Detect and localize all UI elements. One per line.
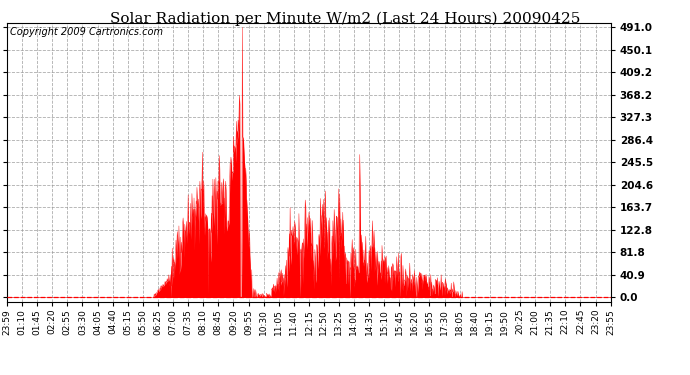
Text: Solar Radiation per Minute W/m2 (Last 24 Hours) 20090425: Solar Radiation per Minute W/m2 (Last 24… <box>110 11 580 26</box>
Text: Copyright 2009 Cartronics.com: Copyright 2009 Cartronics.com <box>10 27 163 37</box>
